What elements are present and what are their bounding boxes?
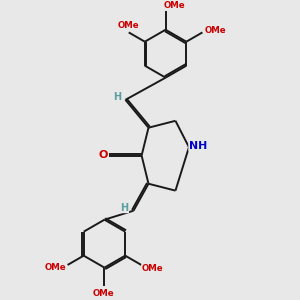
Text: OMe: OMe [117,21,139,30]
Text: OMe: OMe [92,289,114,298]
Text: OMe: OMe [44,263,66,272]
Text: NH: NH [189,141,207,151]
Text: H: H [113,92,121,102]
Text: OMe: OMe [204,26,226,34]
Text: OMe: OMe [142,264,164,273]
Text: O: O [99,150,108,160]
Text: H: H [121,203,129,213]
Text: OMe: OMe [163,1,185,10]
